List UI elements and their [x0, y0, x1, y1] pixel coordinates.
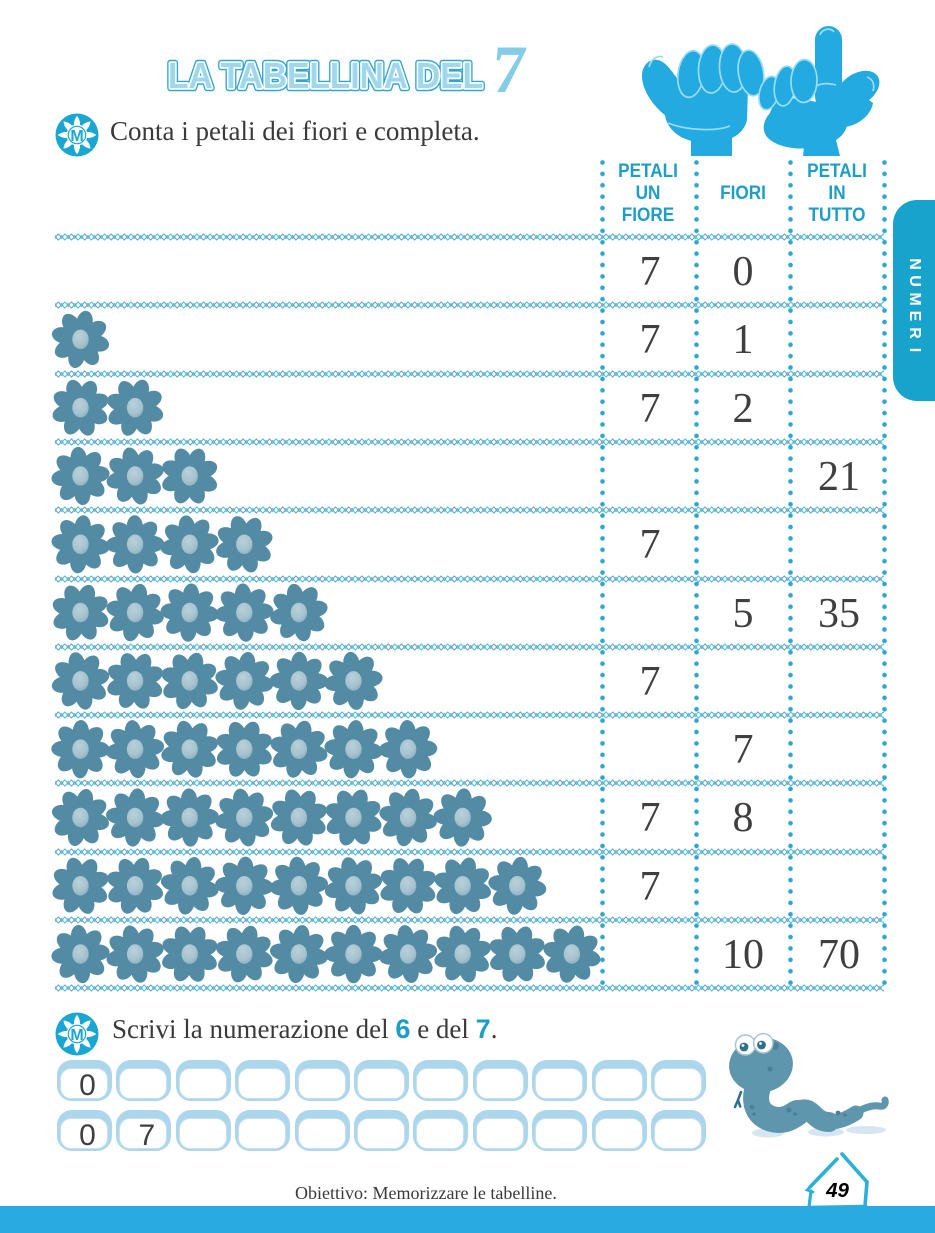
svg-text:M: M [70, 128, 83, 145]
svg-text:LA TABELLINA DEL: LA TABELLINA DEL [168, 55, 483, 96]
svg-text:LA TABELLINA DEL: LA TABELLINA DEL [168, 55, 483, 96]
svg-text:LA TABELLINA DEL: LA TABELLINA DEL [168, 55, 483, 96]
svg-text:49: 49 [825, 1179, 849, 1202]
svg-text:M: M [70, 1027, 83, 1044]
